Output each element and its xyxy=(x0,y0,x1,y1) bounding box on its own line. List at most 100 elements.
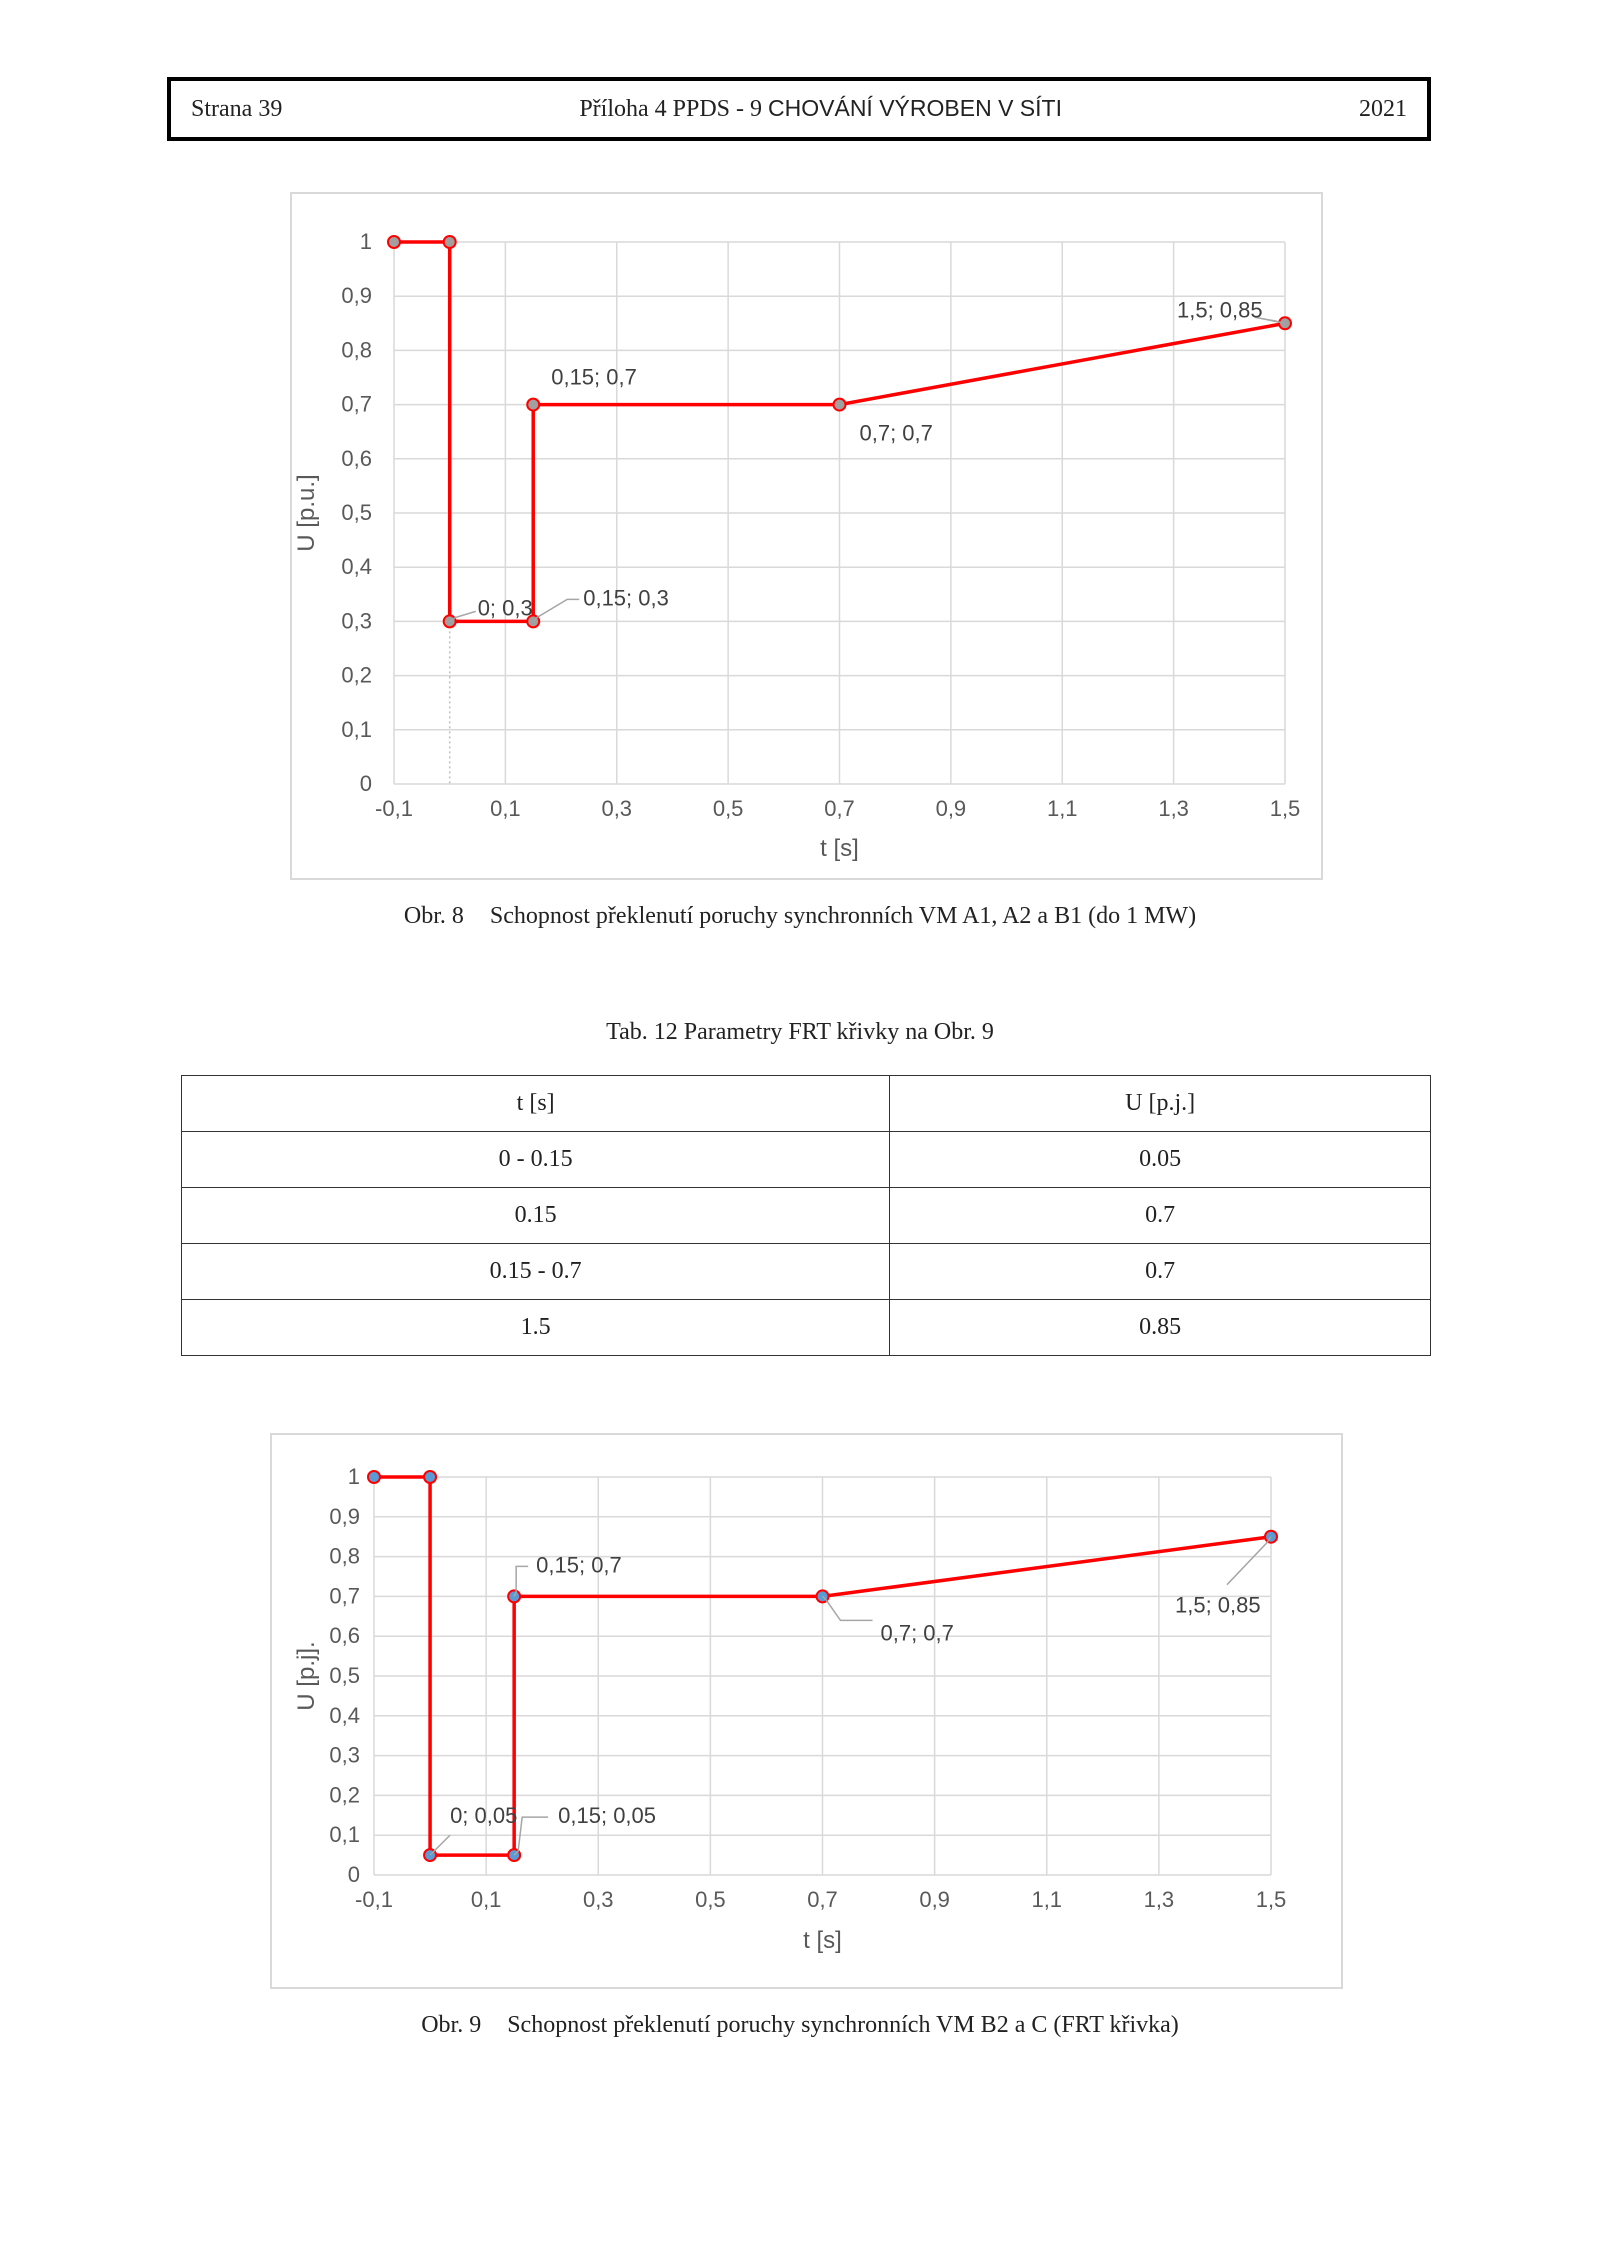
y-tick-label: 0,9 xyxy=(341,283,372,308)
annotation-leader xyxy=(532,598,580,622)
table-row: 0.15 0.7 xyxy=(180,1187,1431,1244)
document-title-caps: CHOVÁNÍ VÝROBEN V SÍTI xyxy=(768,95,1062,121)
figure-8-chart: -0,1 0,1 0,3 0,5 0,7 0,9 1,1 1,3 1,5 0 0,1 0,2 0,3 0,… xyxy=(290,192,1323,880)
table-cell-voltage: 0.05 xyxy=(889,1131,1431,1188)
x-tick-label: 0,9 xyxy=(936,796,967,821)
figure-9-caption-text: Schopnost překlenutí poruchy synchronníc… xyxy=(507,2012,1179,2038)
document-title: Příloha 4 PPDS - 9 CHOVÁNÍ VÝROBEN V SÍT… xyxy=(579,95,1062,123)
y-axis-title: U [p.j]. xyxy=(293,1641,320,1710)
data-point xyxy=(442,614,457,629)
data-point xyxy=(367,1470,381,1484)
table-cell-voltage: 0.7 xyxy=(889,1243,1431,1300)
y-tick-label: 0,1 xyxy=(341,717,372,742)
y-tick-label: 0,7 xyxy=(329,1583,360,1608)
x-tick-label: -0,1 xyxy=(375,796,413,821)
y-tick-label: 0,3 xyxy=(341,608,372,633)
data-label: 0,15; 0,7 xyxy=(536,1552,622,1577)
x-tick-label: 0,1 xyxy=(490,796,521,821)
y-tick-label: 0,6 xyxy=(341,446,372,471)
y-tick-label: 1 xyxy=(348,1464,360,1489)
x-tick-label: 1,3 xyxy=(1144,1887,1175,1912)
figure-9-caption: Obr. 9 Schopnost překlenutí poruchy synch… xyxy=(0,2012,1600,2039)
document-year: 2021 xyxy=(1359,95,1407,122)
figure-9-chart: -0,1 0,1 0,3 0,5 0,7 0,9 1,1 1,3 1,5 0 0,1 0,2 0,3 0,… xyxy=(270,1433,1343,1989)
table-cell-voltage: 0.7 xyxy=(889,1187,1431,1244)
table-cell-voltage: 0.85 xyxy=(889,1299,1431,1356)
data-point xyxy=(507,1589,522,1604)
data-label: 0,7; 0,7 xyxy=(860,421,933,446)
y-tick-label: 0,7 xyxy=(341,392,372,417)
figure-8-caption-text: Schopnost překlenutí poruchy synchronníc… xyxy=(489,903,1197,929)
table-12-title: Tab. 12 Parametry FRT křivky na Obr. 9 xyxy=(606,1019,994,1045)
y-tick-label: 0,9 xyxy=(329,1504,360,1529)
table-header-time: t [s] xyxy=(180,1075,891,1132)
figure-9-caption-number: Obr. 9 xyxy=(421,2012,482,2038)
x-tick-label: -0,1 xyxy=(355,1887,393,1912)
y-tick-label: 0,2 xyxy=(329,1782,360,1807)
data-point xyxy=(442,235,457,249)
y-tick-label: 0 xyxy=(348,1862,360,1887)
x-tick-label: 1,3 xyxy=(1158,796,1189,821)
annotation-leader xyxy=(821,1595,873,1622)
x-axis-title: t [s] xyxy=(820,835,859,862)
y-tick-label: 0,8 xyxy=(329,1544,360,1569)
data-label: 1,5; 0,85 xyxy=(1177,297,1263,322)
x-tick-label: 1,1 xyxy=(1047,796,1078,821)
x-tick-label: 0,7 xyxy=(807,1887,838,1912)
document-title-prefix: Příloha 4 PPDS - 9 xyxy=(579,96,769,122)
y-tick-label: 0,5 xyxy=(341,500,372,525)
table-cell-time: 0.15 - 0.7 xyxy=(180,1243,891,1300)
data-point xyxy=(1264,1529,1278,1544)
data-label: 0,15; 0,7 xyxy=(551,365,637,390)
x-tick-label: 1,5 xyxy=(1270,796,1301,821)
data-label: 0,15; 0,05 xyxy=(558,1803,656,1828)
data-label: 0; 0,3 xyxy=(478,595,533,620)
annotation-leader xyxy=(449,610,476,623)
y-tick-label: 0,6 xyxy=(329,1623,360,1648)
figure-9-svg: -0,1 0,1 0,3 0,5 0,7 0,9 1,1 1,3 1,5 0 0,1 0,2 0,3 0,… xyxy=(293,1464,1287,1954)
y-axis-title: U [p.u.] xyxy=(293,474,320,551)
data-point xyxy=(832,397,847,412)
x-tick-label: 0,7 xyxy=(824,796,855,821)
annotation-leader xyxy=(1226,1536,1272,1586)
data-label: 0; 0,05 xyxy=(450,1803,517,1828)
x-axis-title: t [s] xyxy=(803,1927,842,1954)
x-tick-label: 0,3 xyxy=(601,796,632,821)
table-row: 0.15 - 0.7 0.7 xyxy=(180,1243,1431,1300)
x-tick-label: 0,1 xyxy=(471,1887,502,1912)
table-cell-time: 0.15 xyxy=(180,1187,891,1244)
figure-8-caption-number: Obr. 8 xyxy=(403,903,464,929)
figure-8-svg: -0,1 0,1 0,3 0,5 0,7 0,9 1,1 1,3 1,5 0 0,1 0,2 0,3 0,… xyxy=(293,229,1301,862)
y-tick-label: 0,4 xyxy=(329,1703,360,1728)
table-cell-time: 1.5 xyxy=(180,1299,891,1356)
data-point xyxy=(423,1470,438,1484)
x-tick-label: 0,5 xyxy=(713,796,744,821)
table-header-row: t [s] U [p.j.] xyxy=(180,1075,1431,1132)
y-tick-label: 0,5 xyxy=(329,1663,360,1688)
frt-parameters-table: t [s] U [p.j.] 0 - 0.15 0.05 0.15 0.7 0.… xyxy=(180,1075,1431,1356)
table-cell-time: 0 - 0.15 xyxy=(180,1131,891,1188)
data-label: 0,15; 0,3 xyxy=(583,585,669,610)
y-tick-label: 1 xyxy=(360,229,372,254)
x-tick-label: 0,9 xyxy=(919,1887,950,1912)
table-header-voltage: U [p.j.] xyxy=(889,1075,1431,1132)
annotation-leader xyxy=(513,1816,549,1856)
annotation-leader xyxy=(513,1565,529,1597)
y-tick-label: 0,8 xyxy=(341,337,372,362)
y-tick-label: 0,2 xyxy=(341,663,372,688)
y-tick-label: 0,3 xyxy=(329,1743,360,1768)
data-point xyxy=(387,235,401,249)
annotation-leader xyxy=(1254,316,1286,325)
x-tick-label: 0,5 xyxy=(695,1887,726,1912)
table-row: 0 - 0.15 0.05 xyxy=(180,1131,1431,1188)
table-row: 1.5 0.85 xyxy=(180,1299,1431,1356)
x-tick-label: 1,5 xyxy=(1256,1887,1287,1912)
y-tick-label: 0 xyxy=(360,771,372,796)
x-tick-label: 1,1 xyxy=(1031,1887,1062,1912)
figure-8-caption: Obr. 8 Schopnost překlenutí poruchy synch… xyxy=(0,903,1600,930)
data-label: 0,7; 0,7 xyxy=(881,1620,954,1645)
page-number: Strana 39 xyxy=(191,95,283,122)
y-tick-label: 0,4 xyxy=(341,554,372,579)
data-point xyxy=(526,397,541,412)
annotation-leader xyxy=(429,1834,451,1856)
